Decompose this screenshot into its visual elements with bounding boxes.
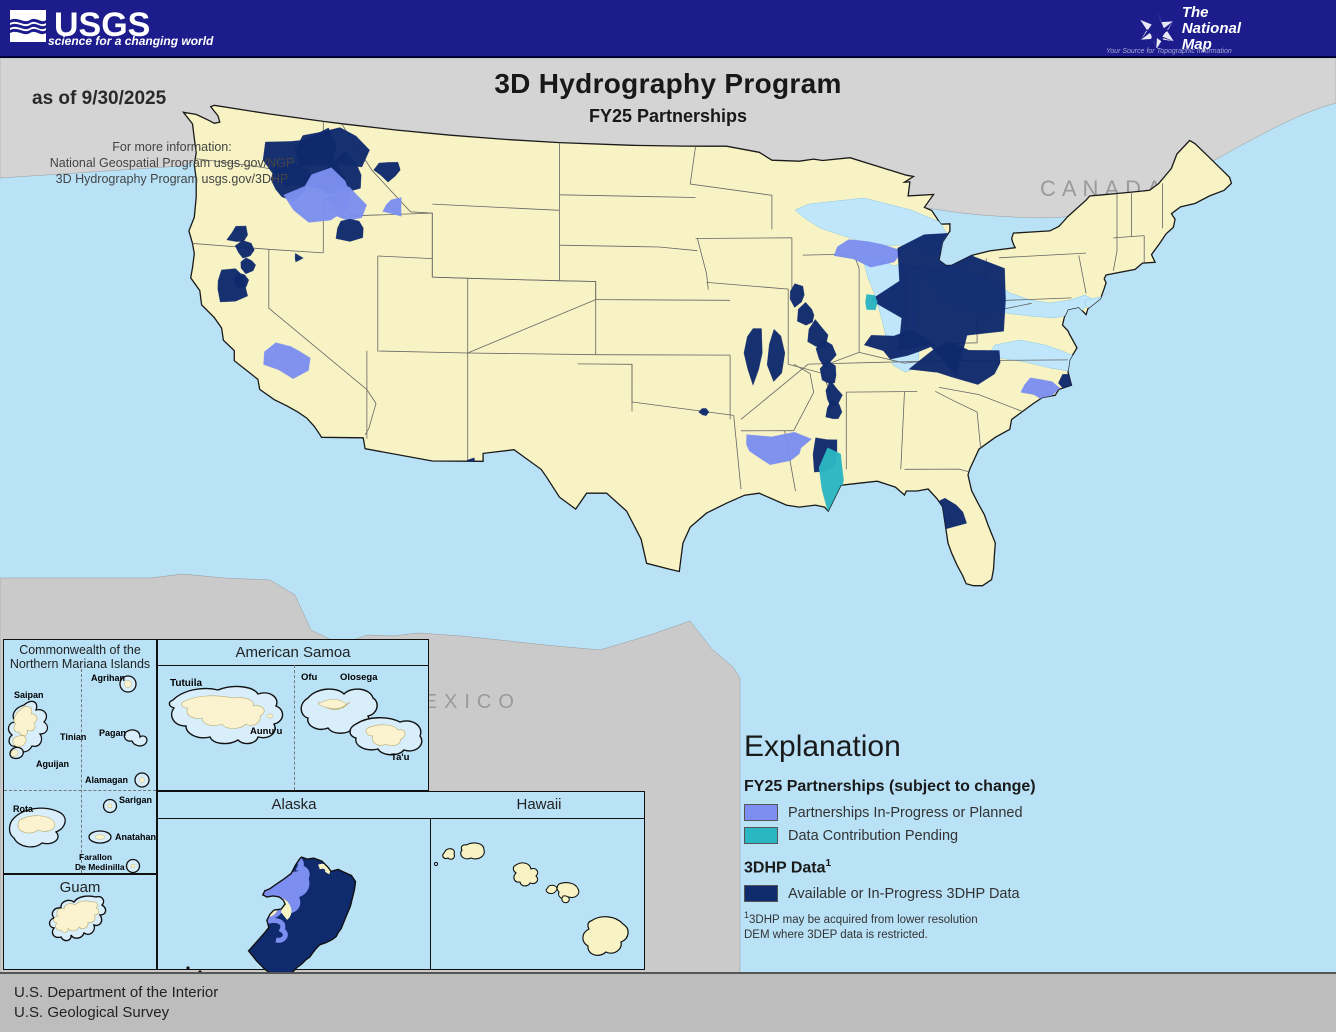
svg-text:Anatahan: Anatahan — [115, 832, 156, 842]
svg-text:Rota: Rota — [13, 804, 34, 814]
svg-text:Ta'u: Ta'u — [391, 752, 410, 760]
svg-text:Olosega: Olosega — [340, 672, 378, 683]
svg-text:De Medinilla: De Medinilla — [75, 862, 125, 872]
svg-text:Sarigan: Sarigan — [119, 795, 152, 805]
svg-text:Aguijan: Aguijan — [36, 759, 69, 769]
svg-text:Ofu: Ofu — [301, 672, 318, 683]
svg-text:Tutuila: Tutuila — [170, 678, 202, 689]
svg-text:Tinian: Tinian — [60, 732, 86, 742]
svg-text:Saipan: Saipan — [14, 690, 44, 700]
svg-text:Farallon: Farallon — [79, 852, 112, 862]
svg-text:Aunu'u: Aunu'u — [250, 726, 283, 737]
svg-text:Pagan: Pagan — [99, 728, 126, 738]
svg-text:Alamagan: Alamagan — [85, 775, 128, 785]
svg-text:Agrihan: Agrihan — [91, 673, 125, 683]
